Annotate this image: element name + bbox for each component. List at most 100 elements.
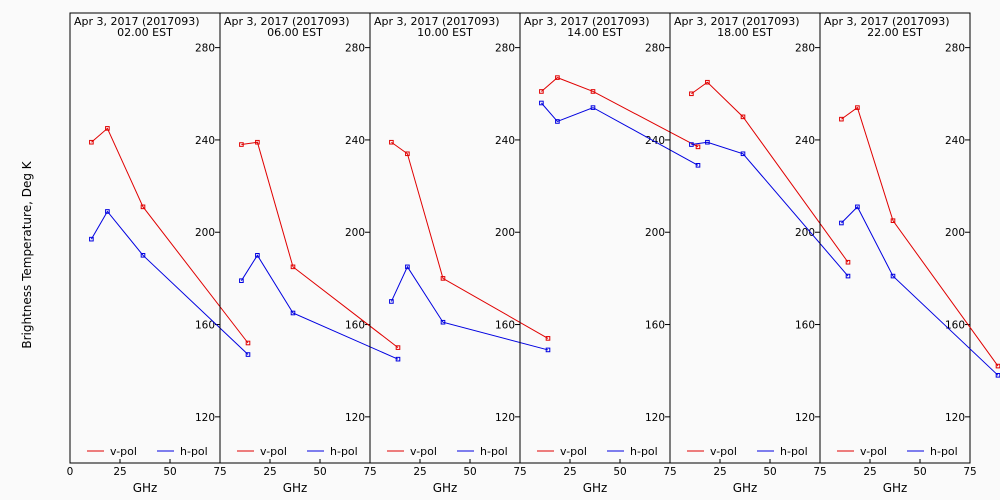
x-axis-label: GHz (583, 481, 608, 495)
data-point (290, 264, 296, 270)
data-point (890, 273, 896, 279)
data-point (740, 151, 746, 157)
series-line-v-pol (691, 81, 849, 263)
data-point (555, 119, 560, 124)
data-point (689, 91, 694, 97)
data-point (740, 114, 746, 120)
x-axis-label: GHz (733, 481, 758, 495)
data-point (239, 142, 244, 147)
x-tick-label: 75 (213, 466, 226, 478)
legend-label-v-pol: v-pol (560, 445, 587, 458)
y-tick-label: 200 (495, 227, 515, 239)
series-line-h-pol (691, 141, 849, 277)
y-tick-label: 160 (345, 320, 365, 332)
y-tick-label: 240 (945, 135, 965, 147)
data-point (705, 139, 710, 145)
panel-time: 22.00 EST (867, 26, 923, 39)
data-point (89, 139, 94, 145)
x-tick-label: 75 (663, 466, 676, 478)
x-tick-label: 75 (513, 466, 526, 478)
y-tick-label: 120 (495, 412, 515, 424)
panel-date: Apr 3, 2017 (2017093) (224, 15, 350, 28)
series-line-v-pol (541, 77, 699, 148)
y-tick-label: 280 (195, 43, 215, 55)
x-axis-label: GHz (133, 481, 158, 495)
data-point (695, 163, 701, 168)
x-tick-label: 25 (413, 466, 426, 478)
data-point (405, 151, 410, 157)
data-point (839, 116, 844, 122)
legend-label-h-pol: h-pol (330, 445, 358, 458)
legend-label-h-pol: h-pol (180, 445, 208, 458)
data-point (105, 126, 110, 131)
data-point (405, 264, 410, 270)
panel-time: 18.00 EST (717, 26, 773, 39)
series-line-h-pol (841, 206, 999, 376)
data-point (890, 218, 896, 223)
y-tick-label: 240 (195, 135, 215, 147)
x-tick-label: 25 (263, 466, 276, 478)
series-line-h-pol (390, 265, 549, 351)
legend-label-v-pol: v-pol (110, 445, 137, 458)
x-tick-label: 75 (963, 466, 976, 478)
series-line-v-pol (241, 141, 399, 349)
data-point (395, 356, 401, 362)
panel-date: Apr 3, 2017 (2017093) (524, 15, 650, 28)
y-tick-label: 280 (345, 43, 365, 55)
data-point (590, 89, 596, 94)
series-line-v-pol (91, 127, 249, 344)
y-tick-label: 200 (195, 227, 215, 239)
data-point (555, 75, 560, 80)
data-point (140, 204, 146, 210)
series-line-v-pol (391, 141, 549, 339)
data-point (440, 276, 446, 281)
data-point (590, 105, 596, 110)
series-line-h-pol (90, 210, 249, 355)
data-point (239, 278, 244, 283)
x-tick-label: 25 (563, 466, 576, 478)
y-tick-label: 160 (795, 320, 815, 332)
panel-date: Apr 3, 2017 (2017093) (674, 15, 800, 28)
data-point (255, 253, 260, 258)
y-tick-label: 200 (945, 227, 965, 239)
data-point (855, 105, 860, 110)
x-axis-label: GHz (433, 481, 458, 495)
legend-label-v-pol: v-pol (260, 445, 287, 458)
panel-frame (819, 12, 971, 464)
y-tick-label: 160 (195, 320, 215, 332)
legend-label-v-pol: v-pol (710, 445, 737, 458)
panel-time: 10.00 EST (417, 26, 473, 39)
panel-1: Apr 3, 2017 (2017093)02.00 EST 120 160 200 2… (67, 12, 251, 495)
panel-2: Apr 3, 2017 (2017093)06.00 EST 120 160 200 2… (219, 12, 401, 495)
data-point (440, 319, 446, 325)
y-tick-label: 120 (945, 412, 965, 424)
x-tick-label: 0 (67, 466, 74, 478)
data-point (140, 253, 146, 258)
x-axis-label: GHz (883, 481, 908, 495)
panel-4: Apr 3, 2017 (2017093)14.00 EST 120 160 200 2… (519, 12, 701, 495)
data-point (255, 139, 260, 145)
y-tick-label: 280 (795, 43, 815, 55)
y-tick-label: 240 (795, 135, 815, 147)
data-point (245, 352, 251, 357)
data-point (89, 236, 94, 242)
x-tick-label: 50 (463, 466, 476, 478)
y-tick-label: 240 (345, 135, 365, 147)
data-point (290, 310, 296, 316)
legend-label-v-pol: v-pol (410, 445, 437, 458)
y-tick-label: 200 (645, 227, 665, 239)
x-tick-label: 50 (763, 466, 776, 478)
x-tick-label: 50 (313, 466, 326, 478)
y-tick-label: 280 (495, 43, 515, 55)
data-point (389, 139, 394, 145)
panel-group: Apr 3, 2017 (2017093) 02.00 EST 120 160 200 2… (67, 12, 1000, 495)
panel-time: 14.00 EST (567, 26, 623, 39)
y-tick-label: 120 (645, 412, 665, 424)
series-line-v-pol (841, 106, 999, 367)
panel-6: Apr 3, 2017 (2017093)22.00 EST 120 160 200 2… (819, 12, 1000, 495)
data-point (695, 144, 701, 150)
y-tick-label: 160 (495, 320, 515, 332)
data-point (855, 204, 860, 210)
panel-time: 02.00 EST (117, 26, 173, 39)
